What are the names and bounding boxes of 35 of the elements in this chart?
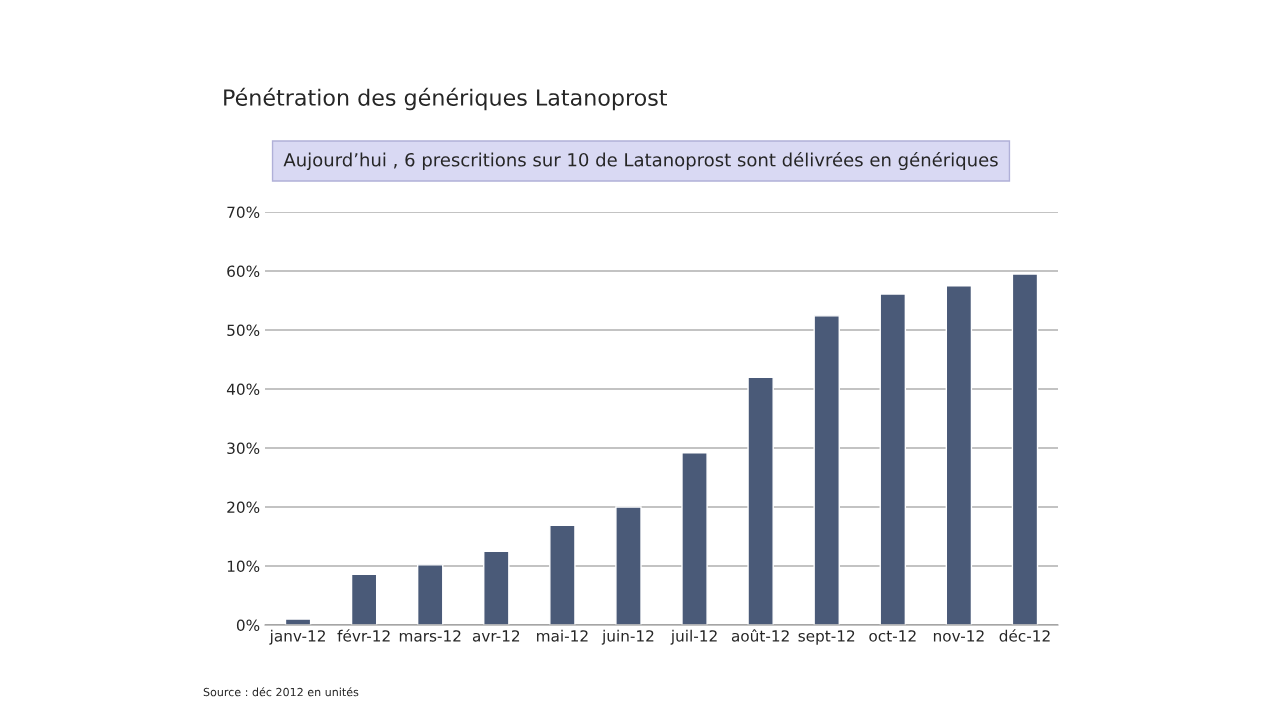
bar — [879, 293, 907, 625]
x-tick-label: janv-12 — [269, 629, 325, 645]
y-tick-label: 60% — [227, 265, 260, 278]
y-tick-label: 10% — [227, 560, 260, 573]
x-tick-label: mars-12 — [399, 630, 461, 642]
x-tick-label: mai-12 — [537, 629, 588, 642]
y-tick-label: 0% — [236, 619, 260, 632]
chart-subtitle: Aujourd’hui , 6 prescritions sur 10 de Latanoprost sont délivrées en génériques — [283, 151, 998, 171]
bar — [416, 564, 444, 625]
x-tick-label: nov-12 — [933, 630, 984, 642]
bar — [1011, 273, 1039, 625]
y-tick-label: 70% — [227, 206, 260, 219]
source-note: Source : déc 2012 en unités — [203, 687, 359, 697]
y-tick-label: 20% — [227, 501, 260, 514]
x-tick-label: juin-12 — [601, 629, 654, 645]
x-tick-label: févr-12 — [337, 629, 390, 642]
y-tick-label: 50% — [227, 324, 260, 337]
x-tick-label: oct-12 — [869, 630, 916, 642]
bar — [615, 506, 642, 625]
y-tick-label: 30% — [227, 442, 260, 455]
x-tick-label: déc-12 — [999, 629, 1050, 642]
bar — [681, 452, 708, 625]
x-tick-label: avr-12 — [472, 630, 520, 642]
bar — [350, 573, 378, 625]
bar — [483, 550, 510, 625]
x-tick-label: août-12 — [731, 629, 789, 642]
chart-title: Pénétration des génériques Latanoprost — [224, 87, 667, 111]
bar — [747, 376, 774, 625]
x-tick-label: sept-12 — [798, 630, 855, 645]
bar — [945, 285, 973, 625]
bar — [284, 618, 312, 625]
bar — [813, 315, 840, 625]
bar — [549, 524, 576, 625]
y-tick-label: 40% — [226, 383, 260, 396]
x-tick-label: juil-12 — [670, 629, 717, 645]
